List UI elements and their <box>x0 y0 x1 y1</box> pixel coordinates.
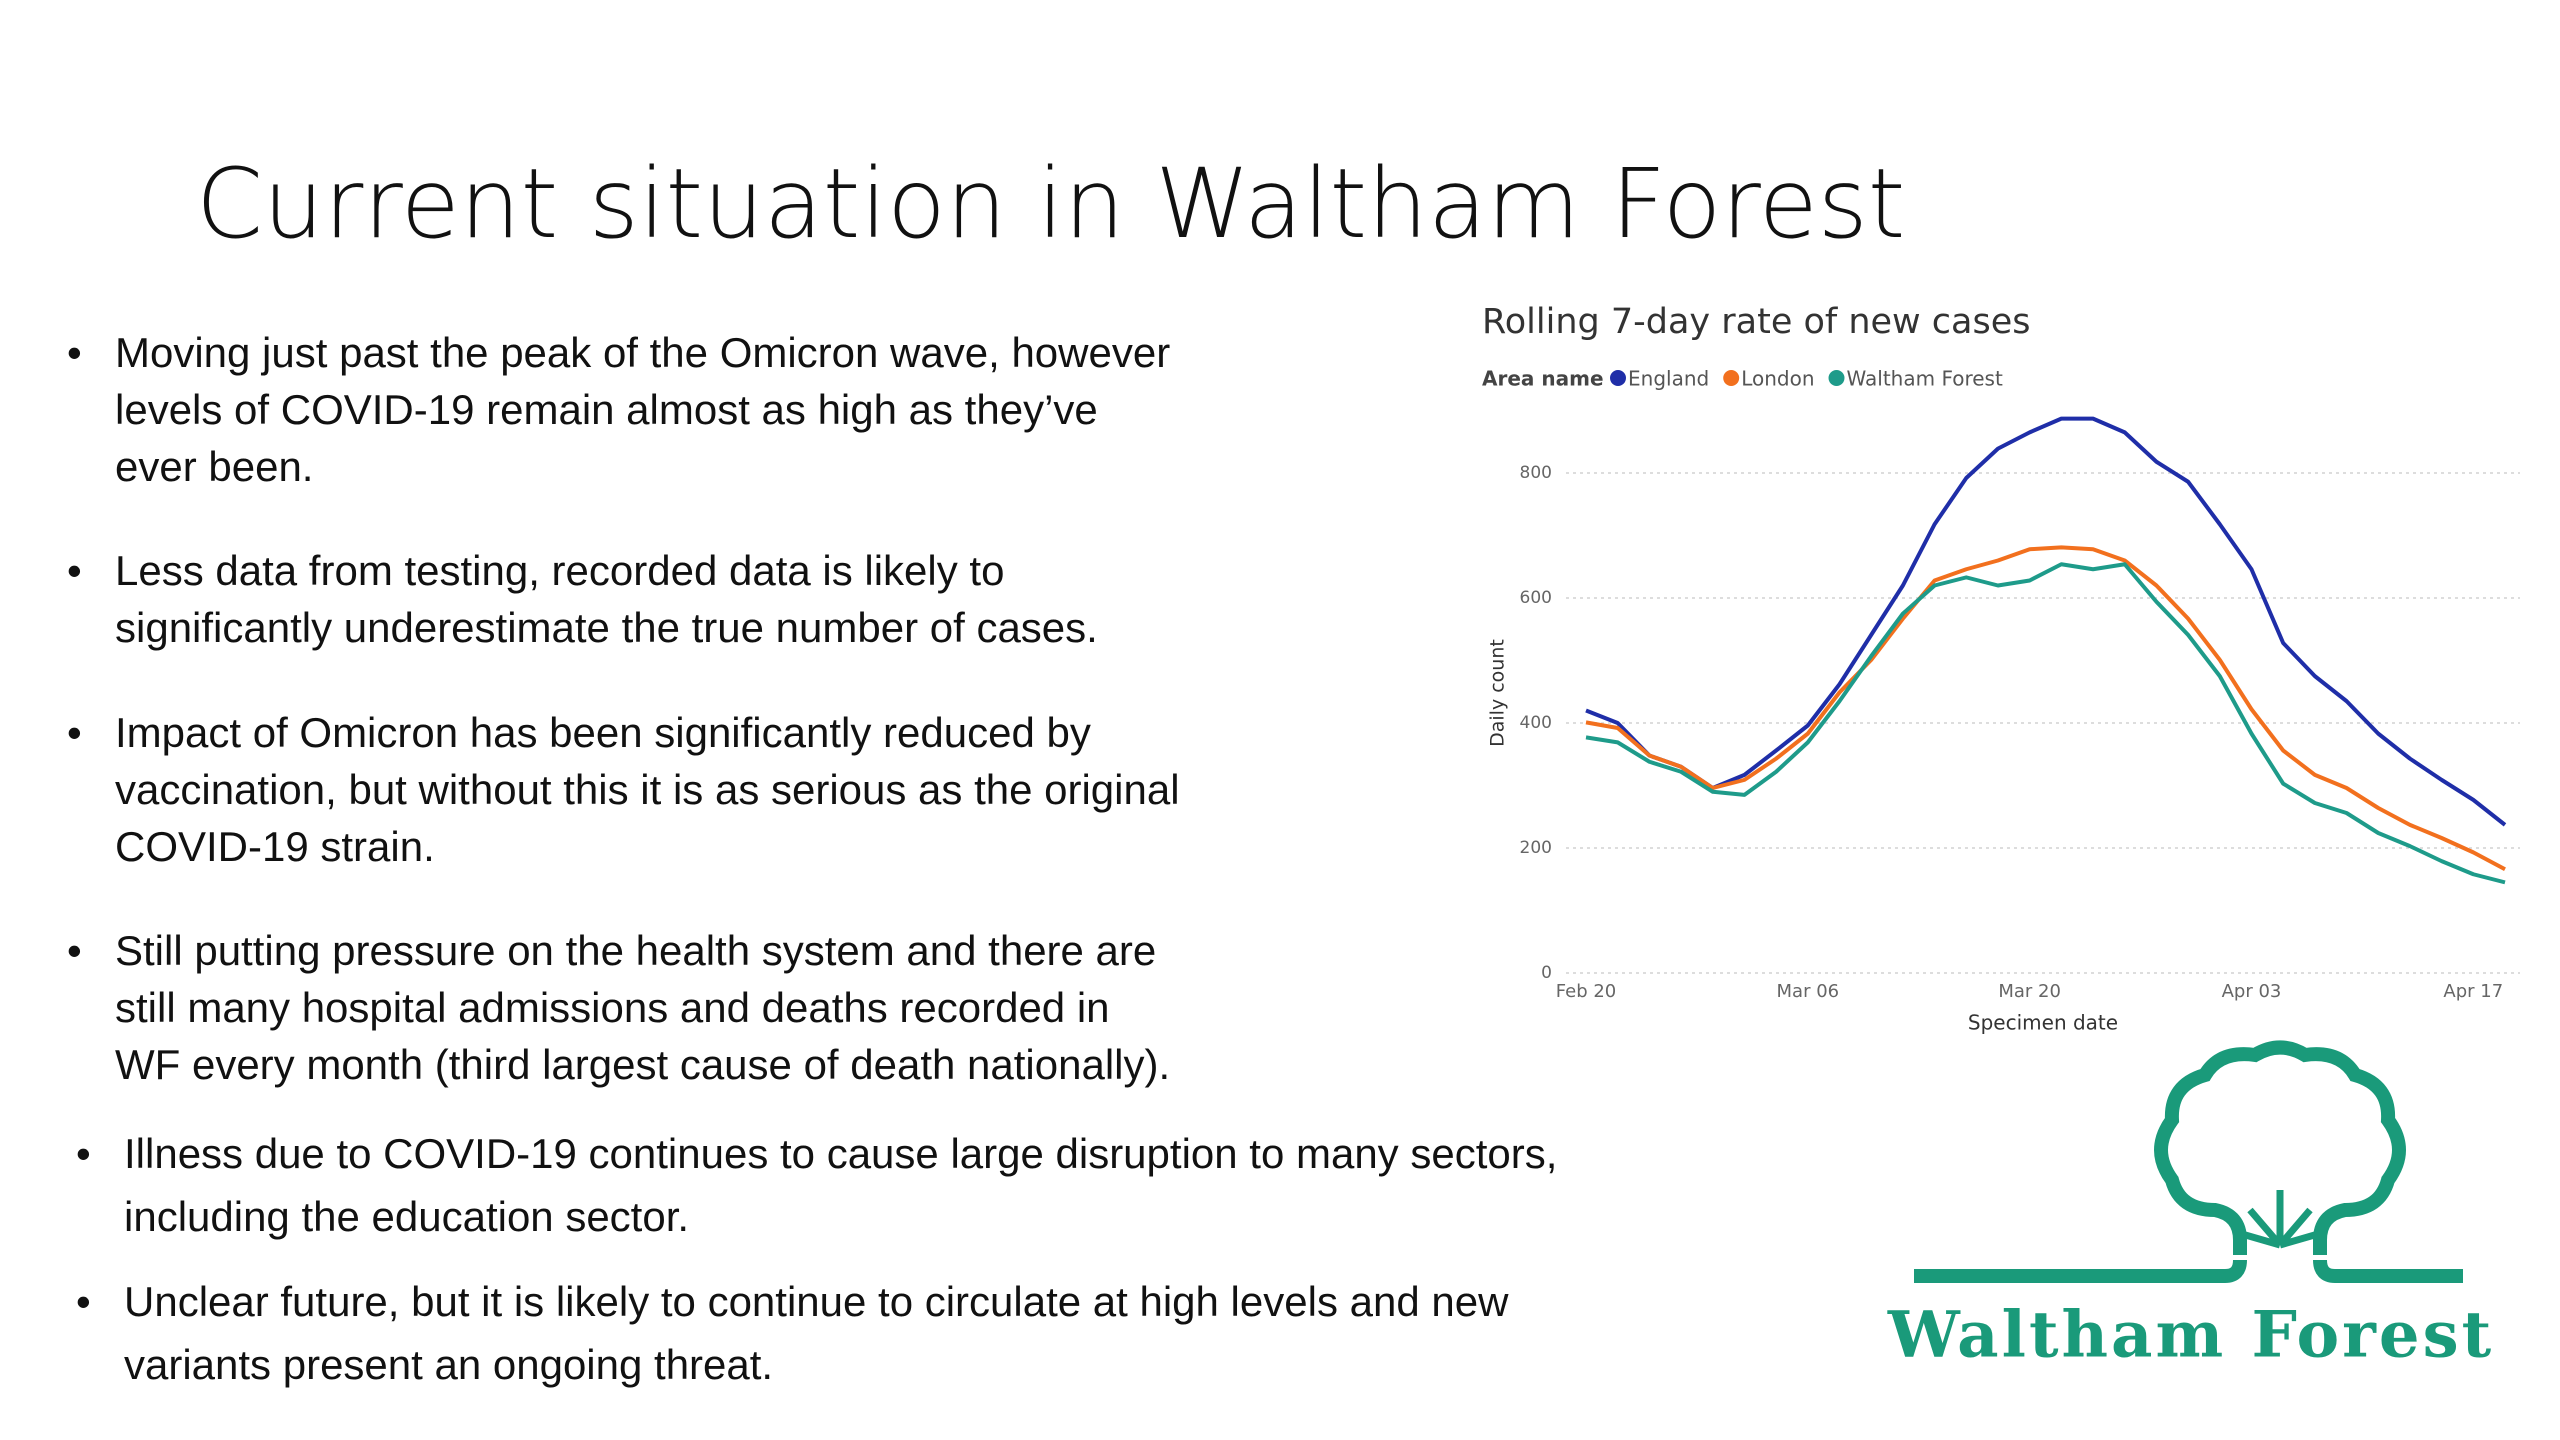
bullet-line: WF every month (third largest cause of d… <box>115 1041 1171 1088</box>
bullet-line: Less data from testing, recorded data is… <box>115 547 1005 594</box>
bullet: • Impact of Omicron has been significantl… <box>67 704 1180 875</box>
bullet-line: Moving just past the peak of the Omicron… <box>115 329 1171 376</box>
logo-rays <box>2234 1190 2326 1249</box>
bullet-dot: • <box>76 1130 91 1177</box>
legend-marker <box>1610 370 1626 386</box>
bullet: • Less data from testing, recorded data i… <box>67 542 1098 656</box>
legend-label: England <box>1628 367 1709 391</box>
chart-title: Rolling 7-day rate of new cases <box>1482 302 2031 342</box>
bullet-line: vaccination, but without this it is as s… <box>115 766 1180 813</box>
logo <box>1914 1040 2463 1283</box>
y-tick-label: 600 <box>1520 588 1552 608</box>
logo-tree <box>2154 1040 2406 1255</box>
bullet-dot: • <box>67 927 82 974</box>
legend-marker <box>1723 370 1740 386</box>
bullet-dot: • <box>76 1278 91 1325</box>
line-series <box>1585 416 2507 827</box>
logo-text: Waltham Forest <box>1887 1298 2494 1373</box>
legend-marker <box>1828 370 1845 386</box>
bullet: • Illness due to COVID-19 continues to ca… <box>76 1122 1558 1248</box>
bullet-line: Still putting pressure on the health sys… <box>115 927 1157 974</box>
y-tick-label: 400 <box>1520 713 1552 733</box>
bullet-dot: • <box>67 709 82 756</box>
x-tick-label: Mar 06 <box>1777 981 1840 1002</box>
y-tick-label: 0 <box>1541 963 1552 983</box>
bullet-line: Illness due to COVID-19 continues to cau… <box>124 1130 1558 1177</box>
bullet-dot: • <box>67 329 82 376</box>
logo-ground <box>1914 1259 2463 1283</box>
x-tick-label: Apr 17 <box>2443 981 2503 1002</box>
x-tick-label: Apr 03 <box>2222 981 2282 1002</box>
bullet-line: variants present an ongoing threat. <box>124 1341 774 1388</box>
bullet-line: Impact of Omicron has been significantly… <box>115 709 1091 756</box>
bullet-line: ever been. <box>115 443 314 490</box>
x-tick-label: Feb 20 <box>1556 981 1617 1002</box>
bullet-line: Unclear future, but it is likely to cont… <box>124 1278 1509 1325</box>
y-axis-label: Daily count <box>1487 639 1509 747</box>
bullet-line: significantly underestimate the true num… <box>115 604 1098 651</box>
line-series <box>1585 562 2506 885</box>
bullet: • Still putting pressure on the health sy… <box>67 922 1171 1093</box>
legend-label: London <box>1741 367 1814 391</box>
line-series <box>1585 545 2506 872</box>
slide-title: Current situation in Waltham Forest <box>196 148 1906 260</box>
bullet-line: still many hospital admissions and death… <box>115 984 1110 1031</box>
y-tick-label: 800 <box>1520 463 1552 483</box>
bullet: • Unclear future, but it is likely to con… <box>76 1270 1509 1396</box>
x-tick-label: Mar 20 <box>1998 981 2061 1002</box>
x-axis-label: Specimen date <box>1968 1011 2118 1035</box>
bullet-dot: • <box>67 547 82 594</box>
bullet-line: COVID-19 strain. <box>115 823 435 870</box>
bullet-line: levels of COVID-19 remain almost as high… <box>115 386 1098 433</box>
legend-title: Area name <box>1482 367 1604 391</box>
bullet-line: including the education sector. <box>124 1193 690 1240</box>
y-tick-label: 200 <box>1520 838 1552 858</box>
legend-label: Waltham Forest <box>1847 367 2003 391</box>
bullet: • Moving just past the peak of the Omicro… <box>67 324 1171 495</box>
